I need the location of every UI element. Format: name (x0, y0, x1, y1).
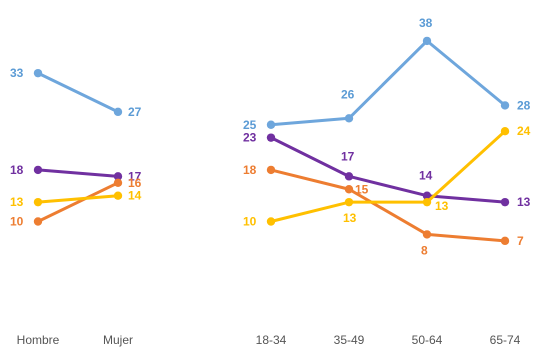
data-point (422, 191, 432, 200)
data-point (33, 68, 43, 78)
data-label: 27 (128, 105, 142, 119)
x-tick-label: Mujer (103, 333, 133, 347)
series-line (269, 129, 507, 223)
data-label: 13 (517, 195, 531, 209)
data-label: 17 (341, 149, 355, 163)
data-point (113, 191, 123, 200)
series-line (36, 71, 120, 114)
data-label: 25 (243, 118, 257, 132)
data-label: 28 (517, 98, 531, 112)
series-line (269, 39, 507, 127)
data-label: 18 (243, 163, 257, 177)
data-point (33, 197, 43, 207)
data-point (500, 197, 510, 207)
x-tick-label: 50-64 (412, 333, 443, 347)
data-label: 17 (128, 169, 142, 183)
data-label: 13 (435, 199, 449, 213)
series-line (36, 181, 120, 223)
data-label: 8 (421, 243, 428, 257)
data-point (33, 165, 43, 175)
data-point (344, 185, 354, 194)
data-label: 33 (10, 66, 24, 80)
data-label: 16 (128, 176, 142, 190)
data-point (33, 217, 43, 226)
series-line (269, 136, 507, 204)
data-label: 23 (243, 131, 257, 145)
data-point (266, 120, 276, 129)
data-point (113, 172, 123, 181)
data-point (266, 133, 276, 142)
data-label: 10 (10, 215, 24, 229)
data-label: 15 (355, 182, 369, 196)
data-label: 38 (419, 16, 433, 30)
data-label: 24 (517, 124, 531, 138)
data-point (500, 236, 510, 246)
data-point (500, 127, 510, 136)
data-label: 13 (343, 211, 357, 225)
data-point (266, 217, 276, 226)
series-line (269, 168, 507, 243)
data-point (422, 197, 432, 207)
data-label: 26 (341, 87, 355, 101)
data-label: 18 (10, 163, 24, 177)
data-label: 13 (10, 195, 24, 209)
series-line (36, 168, 120, 178)
data-label: 7 (517, 234, 524, 248)
data-point (344, 197, 354, 207)
series-line (36, 194, 120, 204)
data-point (422, 230, 432, 239)
data-point (422, 36, 432, 46)
data-point (344, 114, 354, 123)
gender-panel: Hombre Mujer 33 27 18 17 10 16 13 14 (10, 66, 142, 347)
data-label: 10 (243, 215, 257, 229)
x-tick-label: 35-49 (334, 333, 365, 347)
data-point (500, 101, 510, 110)
data-point (113, 178, 123, 187)
age-panel: 18-34 35-49 50-64 65-74 25 26 38 28 23 17 14 13 18 15… (243, 16, 531, 347)
data-point (266, 165, 276, 175)
data-label: 14 (419, 169, 433, 183)
x-tick-label: 65-74 (490, 333, 521, 347)
data-label: 14 (128, 189, 142, 203)
data-point (113, 107, 123, 117)
x-tick-label: 18-34 (256, 333, 287, 347)
data-point (344, 172, 354, 181)
x-tick-label: Hombre (17, 333, 60, 347)
